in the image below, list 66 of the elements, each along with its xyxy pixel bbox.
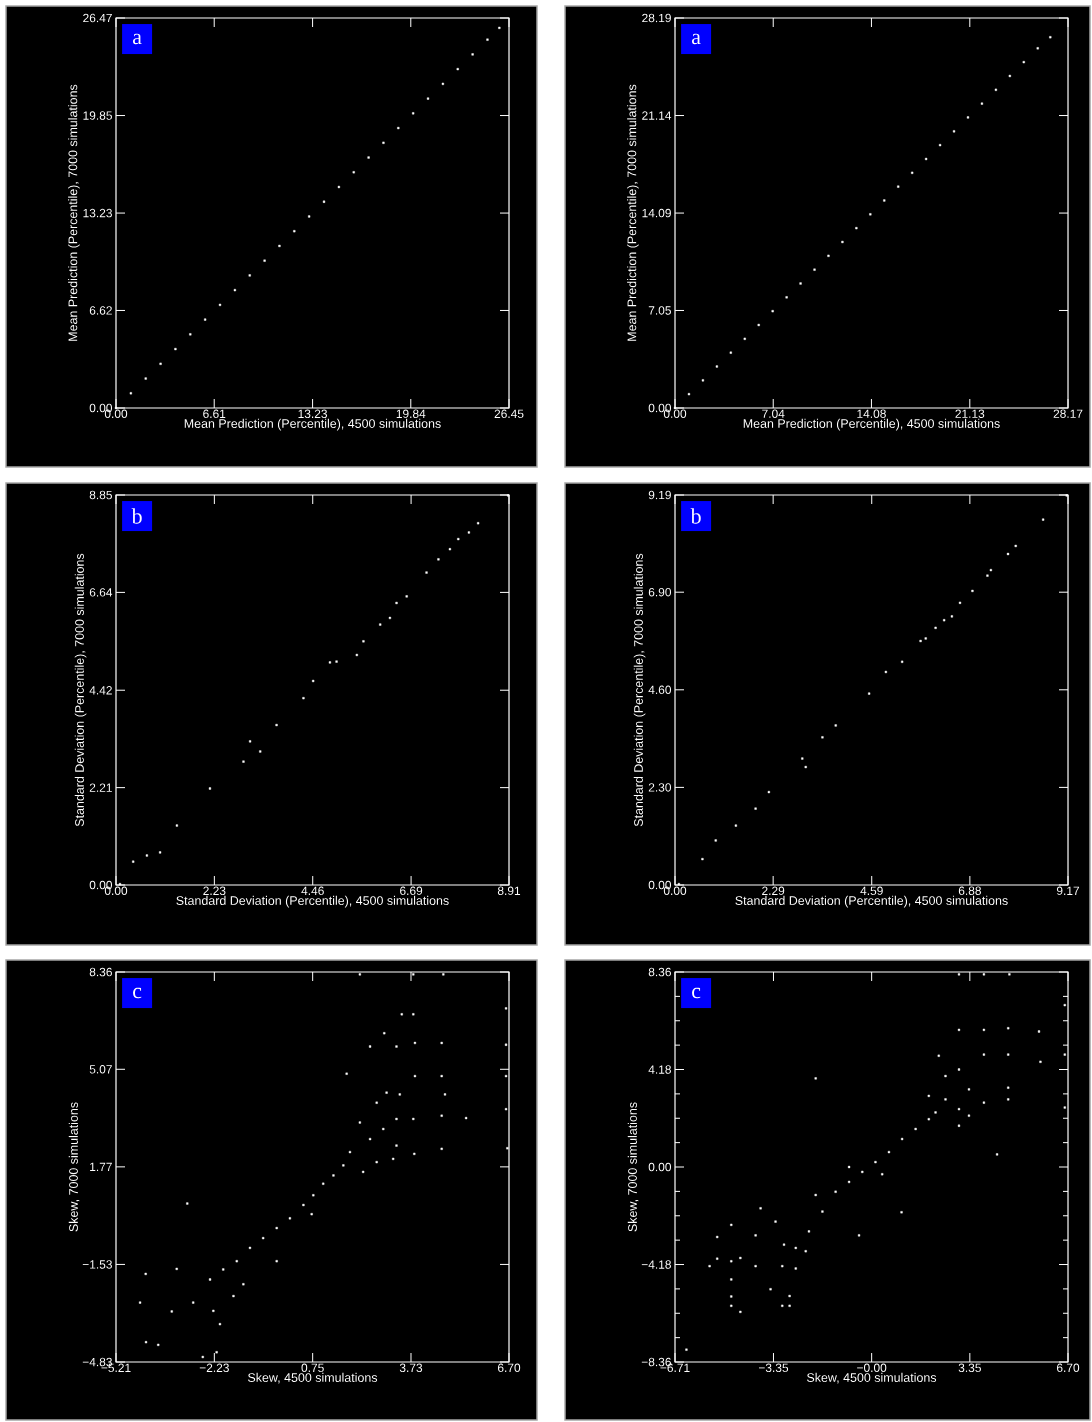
y-axis-title: Mean Prediction (Percentile), 7000 simulations — [68, 84, 80, 341]
y-tick-label: 8.36 — [89, 967, 112, 977]
x-tick-label: 6.88 — [958, 886, 981, 895]
y-axis-title: Mean Prediction (Percentile), 7000 simulations — [627, 84, 639, 341]
y-tick-label: 7.05 — [648, 306, 671, 315]
y-tick-label: 2.21 — [89, 783, 112, 792]
y-tick-label: 21.14 — [642, 111, 672, 120]
x-tick-label: 0.75 — [301, 1363, 324, 1372]
y-tick-label: 13.23 — [83, 208, 112, 218]
x-tick-label: 3.35 — [958, 1363, 981, 1372]
x-tick-label: 3.73 — [399, 1363, 423, 1372]
y-axis-title: Standard Deviation (Percentile), 7000 simulations — [633, 553, 646, 827]
x-tick-label: −3.35 — [758, 1363, 789, 1372]
x-tick-label: 26.45 — [494, 409, 524, 418]
y-tick-label: 0.00 — [648, 1162, 672, 1172]
x-tick-label: 9.17 — [1056, 886, 1080, 895]
y-tick-label: 19.85 — [83, 111, 112, 120]
y-tick-label: 1.77 — [90, 1162, 112, 1171]
y-tick-label: 8.85 — [89, 490, 112, 500]
x-tick-label: 7.04 — [762, 409, 785, 418]
y-tick-label: 4.60 — [648, 685, 672, 695]
y-tick-label: 6.62 — [89, 306, 112, 315]
annotation: b — [690, 508, 701, 524]
x-tick-label: 6.61 — [203, 409, 226, 418]
x-tick-label: 6.70 — [1056, 1363, 1080, 1372]
x-tick-label: −0.00 — [857, 1363, 887, 1372]
annotation: c — [133, 987, 142, 999]
x-axis-title: Standard Deviation (Percentile), 4500 simulations — [176, 895, 449, 908]
x-tick-label: −2.23 — [199, 1363, 229, 1372]
y-tick-label: 14.09 — [642, 208, 671, 218]
x-tick-label: 19.84 — [396, 409, 426, 418]
x-tick-label: 13.23 — [298, 409, 328, 418]
x-axis-title: Mean Prediction (Percentile), 4500 simulations — [743, 418, 1000, 431]
y-tick-label: −4.18 — [641, 1260, 671, 1269]
y-tick-label: 9.19 — [648, 490, 671, 500]
y-tick-label: 26.47 — [83, 13, 112, 23]
annotation: a — [692, 33, 701, 45]
y-tick-label: 2.30 — [648, 783, 672, 792]
x-axis-title: Mean Prediction (Percentile), 4500 simulations — [184, 418, 441, 431]
y-tick-label: 4.42 — [89, 686, 112, 695]
y-axis-title: Skew, 7000 simulations — [627, 1102, 639, 1232]
x-tick-label: 6.69 — [400, 886, 423, 895]
annotation: b — [131, 508, 142, 524]
x-tick-label: 4.46 — [301, 886, 324, 895]
y-axis-title: Skew, 7000 simulations — [68, 1102, 80, 1232]
x-tick-label: 28.17 — [1053, 409, 1083, 418]
x-tick-label: 8.91 — [497, 886, 521, 895]
y-tick-label: 8.36 — [648, 967, 671, 977]
x-tick-label: 2.23 — [203, 886, 226, 895]
x-axis-title: Standard Deviation (Percentile), 4500 simulations — [735, 895, 1008, 908]
y-tick-label: 6.64 — [89, 588, 113, 597]
x-tick-label: 4.59 — [860, 886, 883, 895]
x-axis-title: Skew, 4500 simulations — [247, 1372, 378, 1384]
y-tick-label: 28.19 — [642, 13, 671, 23]
y-tick-label: 6.90 — [648, 587, 672, 597]
annotation: c — [692, 987, 701, 999]
x-tick-label: 14.08 — [857, 409, 886, 418]
x-tick-label: 2.29 — [762, 886, 785, 895]
y-tick-label: 4.18 — [648, 1065, 671, 1074]
annotation: a — [133, 33, 142, 45]
x-tick-label: 6.70 — [497, 1363, 521, 1372]
x-axis-title: Skew, 4500 simulations — [807, 1372, 937, 1384]
x-tick-label: 21.13 — [955, 409, 985, 418]
y-tick-label: −1.53 — [82, 1260, 112, 1269]
y-axis-title: Standard Deviation (Percentile), 7000 simulations — [74, 553, 87, 827]
y-tick-label: 5.07 — [89, 1065, 112, 1074]
